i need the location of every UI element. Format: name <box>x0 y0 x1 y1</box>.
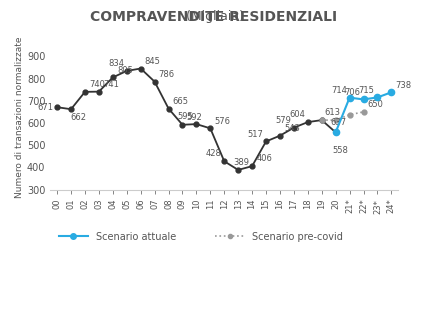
Text: 389: 389 <box>233 158 248 167</box>
Text: 740: 740 <box>89 80 105 89</box>
Text: 406: 406 <box>256 154 271 163</box>
Text: 650: 650 <box>367 100 383 109</box>
Text: 579: 579 <box>275 116 291 125</box>
Text: 741: 741 <box>103 80 119 89</box>
Legend: Scenario attuale, Scenario pre-covid: Scenario attuale, Scenario pre-covid <box>55 228 346 246</box>
Text: 805: 805 <box>117 66 132 75</box>
Text: 558: 558 <box>331 146 347 154</box>
Text: 706: 706 <box>344 88 360 96</box>
Text: 845: 845 <box>144 57 160 66</box>
Text: 613: 613 <box>324 108 340 117</box>
Text: 592: 592 <box>186 113 202 122</box>
Text: 738: 738 <box>394 80 411 89</box>
Text: 714: 714 <box>330 86 346 95</box>
Text: 604: 604 <box>288 110 304 119</box>
Text: 543: 543 <box>283 124 299 133</box>
Y-axis label: Numero di transazioni normalizzate: Numero di transazioni normalizzate <box>15 37 24 198</box>
Text: 834: 834 <box>108 59 124 68</box>
Text: 662: 662 <box>70 113 86 122</box>
Text: 517: 517 <box>247 130 262 139</box>
Text: 671: 671 <box>37 103 53 112</box>
Text: 576: 576 <box>214 117 230 126</box>
Text: 428: 428 <box>205 149 221 158</box>
Text: 637: 637 <box>330 118 346 127</box>
Text: (Migliaia): (Migliaia) <box>182 10 244 23</box>
Text: 715: 715 <box>358 86 374 95</box>
Text: 595: 595 <box>178 112 193 121</box>
Text: 786: 786 <box>158 70 175 79</box>
Text: COMPRAVENDITE RESIDENZIALI: COMPRAVENDITE RESIDENZIALI <box>90 10 336 24</box>
Text: 665: 665 <box>172 97 188 106</box>
